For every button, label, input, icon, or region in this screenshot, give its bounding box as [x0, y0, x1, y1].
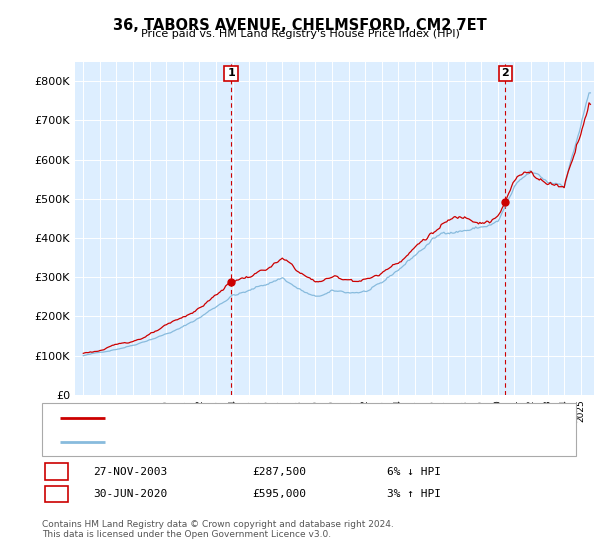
Text: 2: 2 [53, 489, 60, 499]
Text: £287,500: £287,500 [252, 466, 306, 477]
Text: Price paid vs. HM Land Registry's House Price Index (HPI): Price paid vs. HM Land Registry's House … [140, 29, 460, 39]
Text: £595,000: £595,000 [252, 489, 306, 499]
Text: 1: 1 [227, 68, 235, 78]
Text: 36, TABORS AVENUE, CHELMSFORD, CM2 7ET: 36, TABORS AVENUE, CHELMSFORD, CM2 7ET [113, 18, 487, 33]
Text: 2: 2 [502, 68, 509, 78]
Text: 1: 1 [53, 466, 60, 477]
Text: Contains HM Land Registry data © Crown copyright and database right 2024.
This d: Contains HM Land Registry data © Crown c… [42, 520, 394, 539]
Text: 27-NOV-2003: 27-NOV-2003 [93, 466, 167, 477]
Text: 6% ↓ HPI: 6% ↓ HPI [387, 466, 441, 477]
Text: 3% ↑ HPI: 3% ↑ HPI [387, 489, 441, 499]
Text: HPI: Average price, detached house, Chelmsford: HPI: Average price, detached house, Chel… [111, 436, 353, 446]
Text: 30-JUN-2020: 30-JUN-2020 [93, 489, 167, 499]
Text: 36, TABORS AVENUE, CHELMSFORD, CM2 7ET (detached house): 36, TABORS AVENUE, CHELMSFORD, CM2 7ET (… [111, 413, 430, 423]
